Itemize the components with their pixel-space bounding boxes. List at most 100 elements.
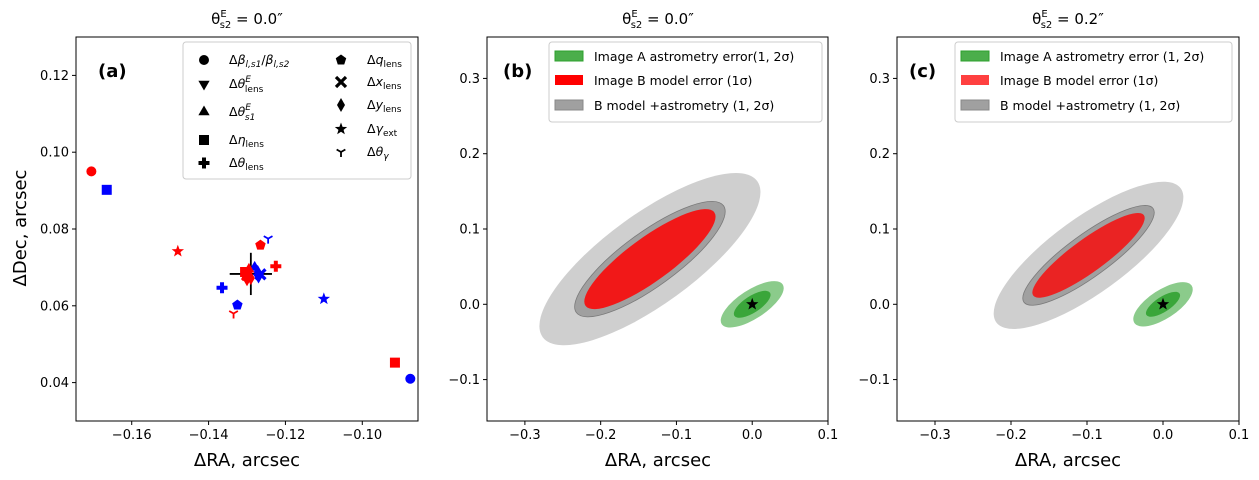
panel-c-xtick-label: 0.0 [1153, 428, 1174, 443]
panel-b-ytick-label: 0.3 [459, 72, 480, 87]
data-point-plus_filled-10 [270, 260, 282, 272]
panel-a-y-ticks: 0.04 0.06 0.08 0.10 0.12 [40, 69, 76, 391]
legend-marker-square [199, 135, 209, 145]
panel-a-ytick-label: 0.10 [40, 146, 69, 161]
legend-c-gray-swatch [960, 99, 990, 111]
panel-b-ytick-label: −0.1 [448, 373, 480, 388]
panel-c-ytick-label: 0.1 [869, 223, 890, 238]
panel-a-frame [75, 36, 419, 422]
panel-a-legend: Δβl,s1/βl,s2 ΔθE lens ΔθE s1 Δηlens Δθlens… [182, 41, 412, 180]
panel-c-ytick-label: 0.2 [869, 147, 890, 162]
panel-a-xtick-label: −0.16 [112, 428, 152, 443]
region-image-b-model-error-1- [584, 209, 716, 310]
panel-c-xtick-label: 0.1 [1229, 428, 1250, 443]
legend-b-entry-2: B model +astrometry (1, 2σ) [594, 98, 774, 113]
panel-a-xtick-label: −0.12 [266, 428, 306, 443]
reference-star-b [746, 297, 759, 310]
panel-b-regions [539, 173, 784, 346]
legend-c-red-swatch [961, 75, 989, 85]
panel-b-y-ticks: −0.1 0.0 0.1 0.2 0.3 [448, 72, 487, 388]
panel-b-x-ticks: −0.3 −0.2 −0.1 0.0 0.1 [509, 421, 838, 443]
data-point-star-4 [171, 244, 185, 257]
data-point-star-5 [317, 292, 331, 305]
legend-b-red-swatch [555, 75, 583, 85]
panel-b-ytick-label: 0.1 [459, 223, 480, 238]
data-point-plus_filled-11 [216, 282, 228, 294]
panel-c-xlabel: ΔRA, arcsec [1015, 450, 1121, 471]
panel-c-legend-box [954, 41, 1233, 123]
panel-c-xtick-label: −0.1 [1071, 428, 1103, 443]
legend-marker-triangle_up [198, 105, 210, 116]
panel-c-y-ticks: −0.1 0.0 0.1 0.2 0.3 [858, 72, 897, 388]
panel-a-ytick-label: 0.12 [40, 69, 69, 84]
panel-a-ytick-label: 0.06 [40, 299, 69, 314]
panel-c-x-ticks: −0.3 −0.2 −0.1 0.0 0.1 [919, 421, 1249, 443]
panel-c-legend: Image A astrometry error (1, 2σ) Image B… [954, 41, 1233, 123]
data-point-tri_down-6 [263, 235, 273, 244]
data-point-pentagon-8 [255, 239, 266, 250]
panel-b: θE s2 = 0.0″ ΔRA, arcsec −0.3 −0.2 −0.1 0.0 0… [448, 9, 838, 471]
panel-b-xtick-label: 0.0 [742, 428, 763, 443]
data-point-square-3 [389, 357, 400, 368]
legend-marker-tri_down [336, 148, 346, 157]
panel-a-xlabel: ΔRA, arcsec [194, 450, 300, 471]
reference-star-c [1156, 297, 1170, 310]
panel-a-xtick-label: −0.10 [342, 428, 382, 443]
legend-b-entry-1: Image B model error (1σ) [594, 73, 752, 88]
panel-b-xtick-label: −0.3 [509, 428, 541, 443]
legend-c-green-swatch [960, 50, 990, 62]
panel-a-letter: (a) [98, 61, 127, 82]
panel-b-title: θE s2 = 0.0″ [622, 9, 694, 31]
panel-a-ytick-label: 0.08 [40, 223, 69, 238]
data-point-circle-0 [86, 166, 97, 177]
panel-b-legend: Image A astrometry error(1, 2σ) Image B … [548, 41, 823, 123]
panel-b-plot-area [539, 173, 784, 346]
panel-c-frame [896, 36, 1240, 422]
panel-a-x-ticks: −0.16 −0.14 −0.12 −0.10 [112, 421, 382, 443]
panel-c-letter: (c) [909, 61, 936, 82]
panel-b-legend-box [548, 41, 823, 123]
legend-marker-plus_filled [198, 157, 210, 169]
panel-b-xtick-label: 0.1 [818, 428, 839, 443]
region-image-b-model-error-1- [1032, 212, 1145, 298]
legend-a-theta-e-s1: ΔθE s1 [229, 103, 255, 123]
legend-c-entry-1: Image B model error (1σ) [1000, 73, 1158, 88]
panel-b-xlabel: ΔRA, arcsec [605, 450, 711, 471]
panel-b-ytick-label: 0.2 [459, 147, 480, 162]
data-point-tri_down-7 [228, 310, 239, 319]
panel-a-ytick-label: 0.04 [40, 376, 69, 391]
panel-a-legend-markers [198, 54, 348, 169]
panel-c-xtick-label: −0.2 [995, 428, 1027, 443]
panel-b-xtick-label: −0.1 [661, 428, 693, 443]
data-point-circle-1 [405, 373, 416, 384]
panel-a-title: θE s2 = 0.0″ [211, 9, 283, 31]
panel-b-xtick-label: −0.2 [585, 428, 617, 443]
panel-c: θE s2 = 0.2″ ΔRA, arcsec −0.3 −0.2 −0.1 0.0 0… [858, 9, 1249, 471]
legend-marker-triangle_down [198, 80, 210, 91]
legend-marker-circle [199, 55, 209, 65]
legend-marker-diamond [337, 98, 345, 112]
legend-marker-star [334, 122, 348, 135]
panel-c-plot-area [993, 181, 1193, 329]
data-point-diamond-20 [246, 271, 255, 286]
data-point-pentagon-9 [232, 299, 243, 310]
legend-b-entry-0: Image A astrometry error(1, 2σ) [594, 49, 794, 64]
data-point-diamond-19 [253, 265, 262, 280]
panel-b-ytick-label: 0.0 [459, 298, 480, 313]
panel-c-xtick-label: −0.3 [919, 428, 951, 443]
panel-c-title: θE s2 = 0.2″ [1032, 9, 1104, 31]
panel-a-xtick-label: −0.14 [189, 428, 229, 443]
legend-c-entry-0: Image A astrometry error (1, 2σ) [1000, 49, 1204, 64]
legend-b-green-swatch [554, 50, 584, 62]
panel-a: θE s2 = 0.0″ (a) ΔRA, arcsec ΔDec, arcsec… [10, 9, 419, 471]
panel-b-frame [486, 36, 829, 422]
panel-a-legend-box [182, 41, 412, 180]
panel-a-ylabel: ΔDec, arcsec [10, 170, 31, 287]
legend-marker-x_filled [334, 75, 348, 89]
legend-b-gray-swatch [554, 99, 584, 111]
legend-marker-pentagon [335, 54, 347, 65]
panel-a-plot-area [86, 166, 416, 384]
data-point-square-2 [101, 184, 112, 195]
panel-c-ytick-label: 0.3 [869, 72, 890, 87]
